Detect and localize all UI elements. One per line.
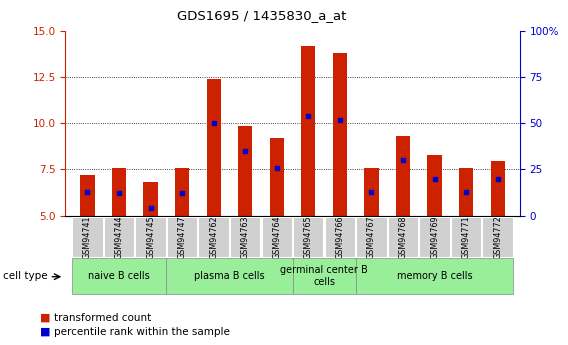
Text: GSM94747: GSM94747 <box>178 215 186 259</box>
FancyBboxPatch shape <box>230 217 260 257</box>
FancyBboxPatch shape <box>482 217 513 257</box>
FancyBboxPatch shape <box>325 217 355 257</box>
Text: memory B cells: memory B cells <box>396 271 473 281</box>
FancyBboxPatch shape <box>451 217 481 257</box>
Bar <box>144 183 158 216</box>
FancyBboxPatch shape <box>167 217 197 257</box>
Bar <box>396 136 410 216</box>
Text: GSM94766: GSM94766 <box>335 215 344 259</box>
Bar <box>459 168 473 216</box>
Bar <box>364 168 378 216</box>
Text: germinal center B
cells: germinal center B cells <box>280 265 368 287</box>
Bar <box>333 53 347 216</box>
Bar <box>80 175 94 216</box>
FancyBboxPatch shape <box>356 217 387 257</box>
Bar <box>112 168 126 216</box>
Bar <box>238 126 252 216</box>
Text: percentile rank within the sample: percentile rank within the sample <box>54 327 230 337</box>
Bar <box>270 138 284 216</box>
Bar <box>491 161 505 216</box>
Text: GSM94762: GSM94762 <box>209 215 218 259</box>
Text: cell type: cell type <box>3 271 48 281</box>
FancyBboxPatch shape <box>388 217 418 257</box>
Text: GSM94763: GSM94763 <box>241 215 250 259</box>
FancyBboxPatch shape <box>419 217 450 257</box>
Text: transformed count: transformed count <box>54 313 151 323</box>
FancyBboxPatch shape <box>262 217 292 257</box>
Text: GSM94764: GSM94764 <box>272 215 281 259</box>
Text: plasma B cells: plasma B cells <box>194 271 265 281</box>
FancyBboxPatch shape <box>198 217 229 257</box>
Bar <box>301 46 315 216</box>
Text: GSM94741: GSM94741 <box>83 215 92 259</box>
Text: GSM94768: GSM94768 <box>399 215 407 259</box>
Text: GSM94745: GSM94745 <box>146 215 155 259</box>
Text: GSM94744: GSM94744 <box>115 215 123 259</box>
Bar <box>207 79 221 216</box>
FancyBboxPatch shape <box>72 258 166 294</box>
Text: GDS1695 / 1435830_a_at: GDS1695 / 1435830_a_at <box>177 9 346 22</box>
Text: GSM94772: GSM94772 <box>493 215 502 259</box>
Text: ■: ■ <box>40 327 50 337</box>
Text: naive B cells: naive B cells <box>88 271 150 281</box>
Text: ■: ■ <box>40 313 50 323</box>
Text: GSM94771: GSM94771 <box>462 215 470 259</box>
FancyBboxPatch shape <box>293 217 323 257</box>
FancyBboxPatch shape <box>104 217 134 257</box>
Text: GSM94769: GSM94769 <box>430 215 439 259</box>
Bar <box>175 168 189 216</box>
FancyBboxPatch shape <box>356 258 513 294</box>
FancyBboxPatch shape <box>135 217 166 257</box>
Text: GSM94765: GSM94765 <box>304 215 313 259</box>
FancyBboxPatch shape <box>72 217 103 257</box>
FancyBboxPatch shape <box>293 258 356 294</box>
Bar <box>428 155 442 216</box>
Text: GSM94767: GSM94767 <box>367 215 376 259</box>
FancyBboxPatch shape <box>166 258 293 294</box>
